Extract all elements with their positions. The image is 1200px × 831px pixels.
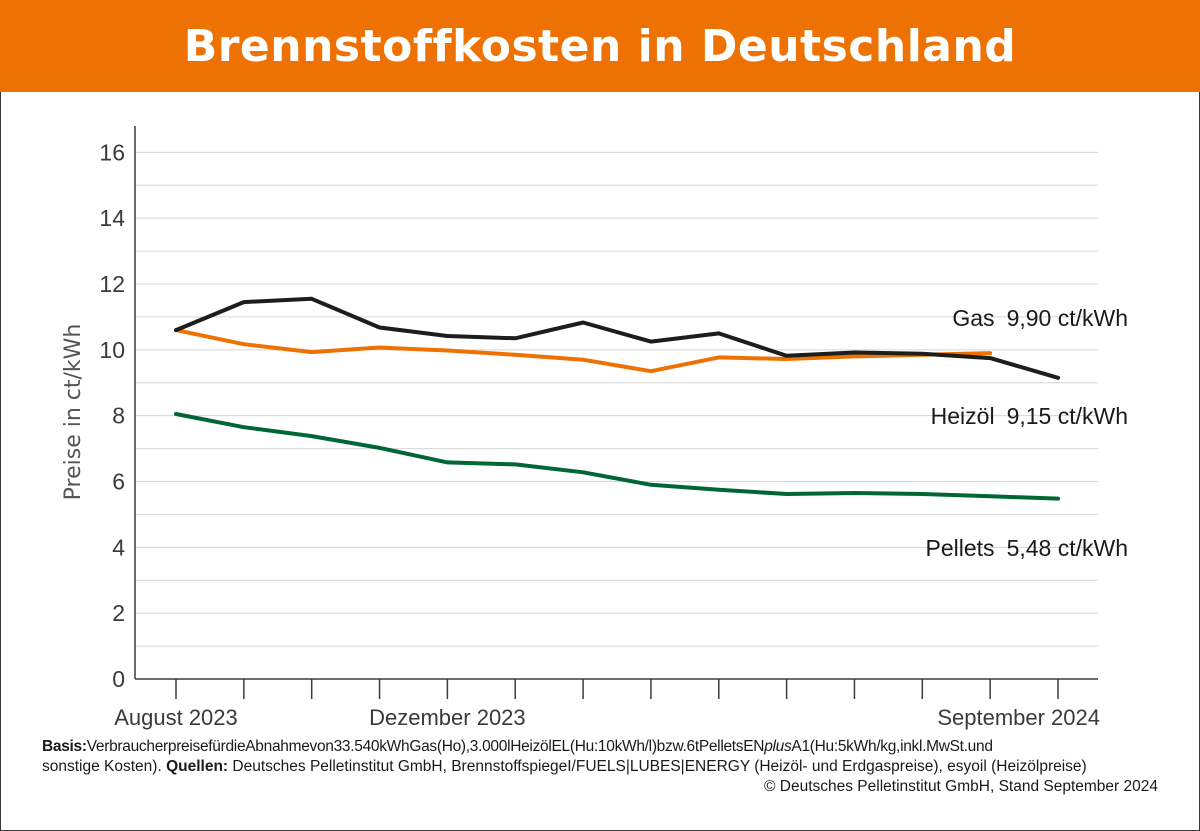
series-label-heizoel: Heizöl 9,15 ct/kWh xyxy=(931,403,1128,429)
gridlines xyxy=(135,151,1098,647)
line2-start: sonstige Kosten). xyxy=(42,758,167,775)
series-label-gas: Gas 9,90 ct/kWh xyxy=(952,305,1128,331)
basis-label: Basis: xyxy=(42,738,87,755)
footer-line-2: sonstige Kosten). Quellen: Deutsches Pel… xyxy=(42,757,1158,777)
y-tick-label: 12 xyxy=(99,271,125,297)
series-line-heizoel xyxy=(174,328,993,374)
title-banner: Brennstoffkosten in Deutschland xyxy=(0,0,1200,92)
sources-text: Deutsches Pelletinstitut GmbH, Brennstof… xyxy=(228,758,1087,775)
x-axis-ticks: August 2023 Dezember 2023 September 2024 xyxy=(114,679,1100,730)
line-chart: 0 2 4 6 8 10 12 14 16 August 2023 Dezember 2023 Se… xyxy=(61,126,1128,730)
series-label-value: 9,90 ct/kWh xyxy=(1007,305,1128,331)
series-label-name: Heizöl xyxy=(931,403,995,429)
series-lines xyxy=(174,296,1060,501)
sources-label: Quellen: xyxy=(166,758,229,775)
y-tick-label: 10 xyxy=(99,337,125,363)
footer-line-1: Basis:VerbraucherpreisefürdieAbnahmevon3… xyxy=(42,737,1158,757)
y-tick-label: 0 xyxy=(112,666,125,692)
y-tick-label: 4 xyxy=(112,534,125,560)
series-label-name: Gas xyxy=(952,305,994,331)
basis-text-2: A1(Hu:5kWh/kg,inkl.MwSt.und xyxy=(791,738,993,755)
copyright-line: © Deutsches Pelletinstitut GmbH, Stand S… xyxy=(764,778,1158,795)
series-line-gas xyxy=(174,296,1060,380)
y-tick-label: 2 xyxy=(112,600,125,626)
plus-text: plus xyxy=(764,738,792,755)
y-tick-label: 14 xyxy=(99,205,125,231)
y-tick-label: 6 xyxy=(112,469,125,495)
y-axis-ticks: 0 2 4 6 8 10 12 14 16 xyxy=(99,139,125,692)
chart-title: Brennstoffkosten in Deutschland xyxy=(183,20,1017,72)
series-line-pellets xyxy=(174,412,1060,501)
axes xyxy=(134,126,1098,680)
x-tick-label: Dezember 2023 xyxy=(369,705,526,730)
series-label-name: Pellets xyxy=(926,535,995,561)
y-tick-label: 8 xyxy=(112,403,125,429)
y-axis-label: Preise in ct/kWh xyxy=(61,324,86,501)
x-tick-label: September 2024 xyxy=(937,705,1100,730)
footer-notes: Basis:VerbraucherpreisefürdieAbnahmevon3… xyxy=(42,737,1158,797)
y-tick-label: 16 xyxy=(99,139,125,165)
series-label-value: 9,15 ct/kWh xyxy=(1007,403,1128,429)
basis-text: VerbraucherpreisefürdieAbnahmevon33.540k… xyxy=(86,738,765,755)
series-label-value: 5,48 ct/kWh xyxy=(1007,535,1128,561)
series-label-pellets: Pellets 5,48 ct/kWh xyxy=(926,535,1128,561)
x-tick-label: August 2023 xyxy=(114,705,238,730)
series-labels: Gas 9,90 ct/kWh Heizöl 9,15 ct/kWh Pellets 5,… xyxy=(926,305,1128,561)
